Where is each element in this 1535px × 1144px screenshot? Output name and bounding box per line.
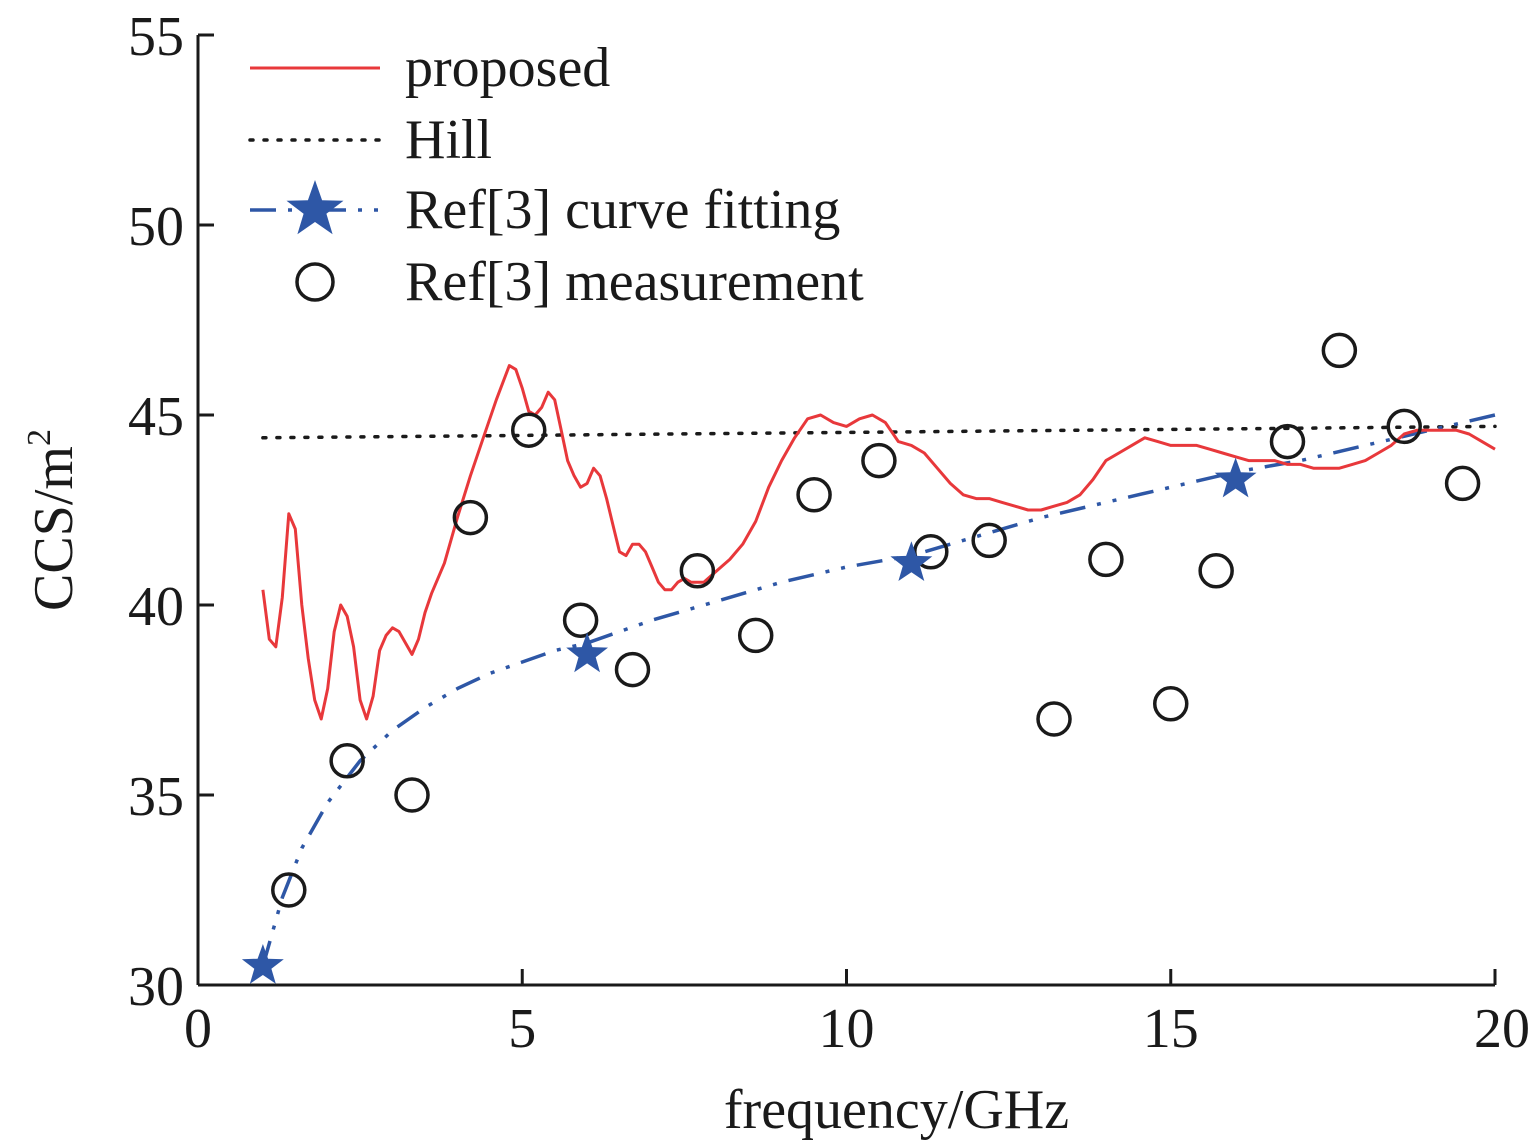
measurement-point xyxy=(1088,541,1124,578)
y-tick-label-3: 45 xyxy=(128,386,184,448)
y-tick-label-5: 55 xyxy=(128,6,184,68)
legend-star-marker xyxy=(286,180,344,235)
measurement-point xyxy=(1198,553,1234,589)
measurement-point xyxy=(562,602,599,638)
measurement-point xyxy=(796,477,832,513)
y-tick-label-2: 40 xyxy=(128,576,184,638)
x-axis-label: frequency/GHz xyxy=(724,1079,1069,1141)
y-tick-label-4: 50 xyxy=(128,196,184,258)
measurement-point xyxy=(1269,423,1306,460)
y-axis-label-base: CCS/m xyxy=(23,446,85,611)
curve-fitting-star-marker xyxy=(566,632,608,673)
legend: proposed Hill Ref[3] curve fitting Ref[3… xyxy=(248,37,864,313)
measurement-point xyxy=(861,442,897,479)
measurement-point xyxy=(737,617,774,654)
curve-fitting-star-marker xyxy=(241,944,284,984)
measurement-point xyxy=(1321,332,1358,369)
x-tick-label-2: 10 xyxy=(819,998,875,1060)
legend-label-measurement: Ref[3] measurement xyxy=(405,251,864,313)
curve-fitting-star-marker xyxy=(1214,457,1257,498)
measurement-point xyxy=(971,522,1007,559)
measurement-point xyxy=(1153,686,1189,722)
legend-entry-measurement: Ref[3] measurement xyxy=(295,251,864,313)
plot-area xyxy=(241,332,1497,984)
legend-label-curve-fitting: Ref[3] curve fitting xyxy=(405,179,840,241)
legend-circle-marker xyxy=(295,262,335,302)
legend-label-proposed: proposed xyxy=(405,37,610,99)
measurement-point xyxy=(1444,465,1481,502)
ticks: 0 5 10 15 20 30 35 40 45 50 55 xyxy=(128,6,1530,1060)
series-curve-fitting-line xyxy=(261,413,1496,967)
measurement-point xyxy=(1036,701,1072,737)
series-proposed-line xyxy=(261,364,1496,721)
y-axis-label: CCS/m2 xyxy=(21,429,85,611)
legend-entry-proposed: proposed xyxy=(250,37,610,99)
measurement-point xyxy=(329,743,365,779)
legend-entry-hill: Hill xyxy=(248,109,492,171)
x-tick-label-4: 20 xyxy=(1474,998,1530,1060)
legend-entry-curve-fitting: Ref[3] curve fitting xyxy=(250,179,840,241)
y-tick-label-1: 35 xyxy=(128,766,184,828)
measurement-point xyxy=(271,872,307,908)
measurement-point xyxy=(394,777,430,813)
y-tick-label-0: 30 xyxy=(128,956,184,1018)
axes xyxy=(196,35,1495,987)
measurement-point xyxy=(1386,408,1422,445)
measurement-point xyxy=(614,651,651,688)
measurement-point xyxy=(679,553,716,589)
y-axis-label-superscript: 2 xyxy=(21,429,58,446)
measurement-point xyxy=(452,499,489,536)
series-hill-line xyxy=(261,424,1497,440)
x-tick-label-1: 5 xyxy=(508,998,536,1060)
x-tick-label-3: 15 xyxy=(1143,998,1199,1060)
curve-fitting-star-marker xyxy=(890,541,933,581)
measurement-point xyxy=(510,412,547,448)
x-tick-label-0: 0 xyxy=(184,998,212,1060)
legend-label-hill: Hill xyxy=(405,109,492,171)
